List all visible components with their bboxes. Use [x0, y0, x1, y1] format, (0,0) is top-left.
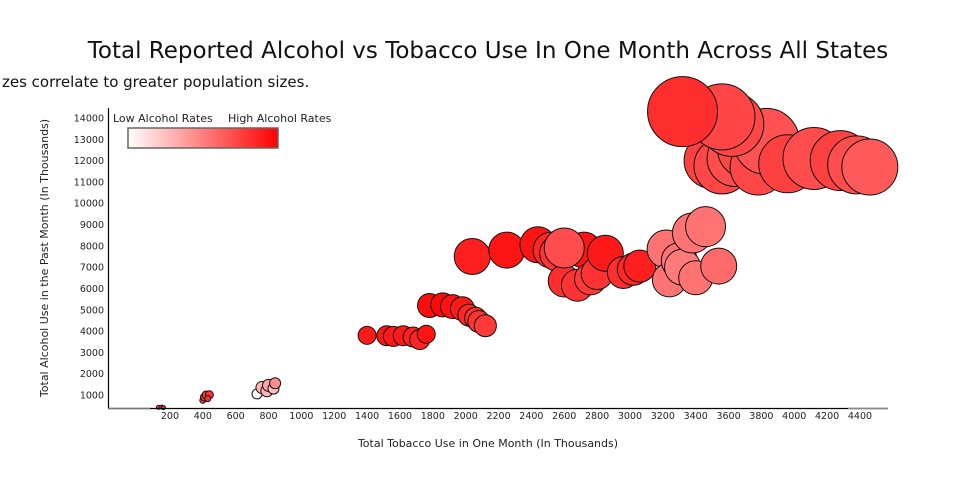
- x-tick-label: 4000: [782, 411, 806, 422]
- bubble-point[interactable]: [204, 395, 212, 403]
- chart-subtitle: zes correlate to greater population size…: [2, 73, 309, 91]
- x-tick-label: 1400: [355, 411, 379, 422]
- x-axis-label: Total Tobacco Use in One Month (In Thous…: [357, 437, 618, 450]
- bubble-layer: [155, 76, 899, 411]
- bubble-point[interactable]: [700, 247, 738, 285]
- x-tick-label: 3200: [651, 411, 675, 422]
- y-tick-labels: 1000 2000 3000 4000 5000 6000 7000 8000 9000 1000…: [74, 113, 104, 401]
- y-axis-label: Total Alcohol Use in the Past Month (In …: [38, 119, 51, 398]
- x-tick-label: 2400: [519, 411, 543, 422]
- y-tick-label: 4000: [80, 327, 104, 338]
- bubble-point[interactable]: [473, 314, 497, 338]
- x-tick-label: 4200: [815, 411, 839, 422]
- bubble-point[interactable]: [623, 249, 657, 283]
- y-tick-label: 8000: [80, 241, 104, 252]
- x-tick-label: 600: [227, 411, 245, 422]
- x-tick-label: 1000: [289, 411, 313, 422]
- x-tick-label: 2800: [585, 411, 609, 422]
- x-tick-label: 4400: [848, 411, 872, 422]
- x-tick-label: 3000: [618, 411, 642, 422]
- x-tick-label: 3600: [716, 411, 740, 422]
- y-tick-label: 1000: [80, 390, 104, 401]
- x-tick-label: 2200: [486, 411, 510, 422]
- y-tick-label: 10000: [74, 199, 104, 210]
- x-tick-label: 2000: [454, 411, 478, 422]
- legend-high-label: High Alcohol Rates: [228, 112, 332, 125]
- y-tick-label: 12000: [74, 156, 104, 167]
- bubble-point[interactable]: [685, 206, 727, 248]
- chart-title: Total Reported Alcohol vs Tobacco Use In…: [87, 38, 888, 64]
- x-tick-label: 1200: [322, 411, 346, 422]
- y-tick-label: 5000: [80, 305, 104, 316]
- x-tick-label: 400: [194, 411, 212, 422]
- y-tick-label: 7000: [80, 263, 104, 274]
- bubble-point[interactable]: [841, 138, 899, 196]
- y-tick-label: 9000: [80, 220, 104, 231]
- x-tick-label: 3800: [749, 411, 773, 422]
- y-tick-label: 11000: [74, 177, 104, 188]
- x-tick-label: 3400: [684, 411, 708, 422]
- x-tick-labels: 200 400 600 800 1000 1200 1400 1600 1800 2000 2200…: [161, 411, 872, 422]
- color-legend: Low Alcohol Rates High Alcohol Rates: [113, 112, 332, 149]
- bubble-point[interactable]: [543, 227, 585, 269]
- legend-low-label: Low Alcohol Rates: [113, 112, 213, 125]
- x-tick-label: 1800: [421, 411, 445, 422]
- y-tick-label: 14000: [74, 113, 104, 124]
- bubble-point[interactable]: [416, 324, 436, 344]
- legend-gradient-bar: [127, 127, 279, 149]
- y-tick-label: 6000: [80, 284, 104, 295]
- bubble-point[interactable]: [647, 76, 719, 148]
- x-tick-label: 1600: [388, 411, 412, 422]
- x-tick-label: 2600: [552, 411, 576, 422]
- y-tick-label: 2000: [80, 369, 104, 380]
- y-tick-label: 3000: [80, 348, 104, 359]
- x-tick-label: 200: [161, 411, 179, 422]
- bubble-point[interactable]: [488, 231, 526, 269]
- x-tick-label: 800: [259, 411, 277, 422]
- bubble-point[interactable]: [269, 377, 282, 390]
- bubble-point[interactable]: [357, 325, 377, 345]
- bubble-point[interactable]: [453, 237, 491, 275]
- y-tick-label: 13000: [74, 135, 104, 146]
